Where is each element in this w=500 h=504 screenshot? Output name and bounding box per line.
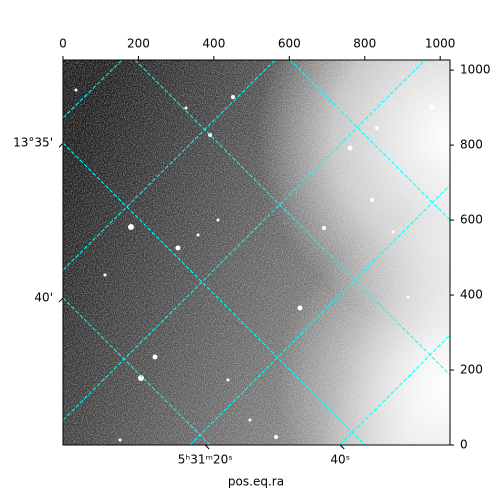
star bbox=[152, 354, 158, 360]
star bbox=[231, 95, 235, 99]
star bbox=[226, 378, 230, 382]
y-tick-label: 400 bbox=[460, 288, 483, 302]
star bbox=[375, 126, 379, 130]
world-x-tick-label: 40ˢ bbox=[330, 453, 350, 467]
star bbox=[196, 233, 200, 237]
star bbox=[406, 295, 410, 299]
world-y-tick bbox=[58, 297, 64, 303]
star bbox=[274, 435, 278, 439]
x-tick-label: 1000 bbox=[425, 37, 456, 51]
star bbox=[118, 438, 122, 442]
coordinate-grid bbox=[63, 60, 450, 445]
x-axis-label: pos.eq.ra bbox=[228, 475, 284, 489]
sky-image bbox=[63, 60, 450, 445]
y-tick-label: 600 bbox=[460, 213, 483, 227]
world-y-tick bbox=[58, 142, 64, 148]
star bbox=[370, 198, 374, 202]
star bbox=[184, 106, 188, 110]
y-tick-label: 800 bbox=[460, 138, 483, 152]
world-y-tick-label: 13°35' bbox=[13, 136, 53, 150]
y-tick-label: 0 bbox=[460, 438, 468, 452]
star bbox=[138, 375, 144, 381]
star bbox=[103, 273, 107, 277]
x-tick-label: 600 bbox=[278, 37, 301, 51]
star bbox=[175, 245, 181, 251]
star bbox=[429, 104, 435, 110]
axes-frame bbox=[62, 59, 451, 446]
x-tick-label: 200 bbox=[127, 37, 150, 51]
star bbox=[248, 418, 252, 422]
x-tick-label: 800 bbox=[353, 37, 376, 51]
star bbox=[128, 224, 134, 230]
star bbox=[74, 88, 78, 92]
x-tick-label: 400 bbox=[202, 37, 225, 51]
world-x-tick bbox=[204, 444, 210, 450]
star bbox=[297, 305, 303, 311]
x-tick-label: 0 bbox=[59, 37, 67, 51]
star bbox=[322, 226, 326, 230]
star bbox=[216, 218, 220, 222]
y-tick-label: 200 bbox=[460, 363, 483, 377]
world-x-tick-label: 5ʰ31ᵐ20ˢ bbox=[178, 453, 233, 467]
world-x-tick bbox=[339, 444, 345, 450]
y-tick-label: 1000 bbox=[460, 63, 491, 77]
star bbox=[347, 145, 353, 151]
world-y-tick-label: 40' bbox=[34, 291, 53, 305]
star bbox=[391, 230, 395, 234]
